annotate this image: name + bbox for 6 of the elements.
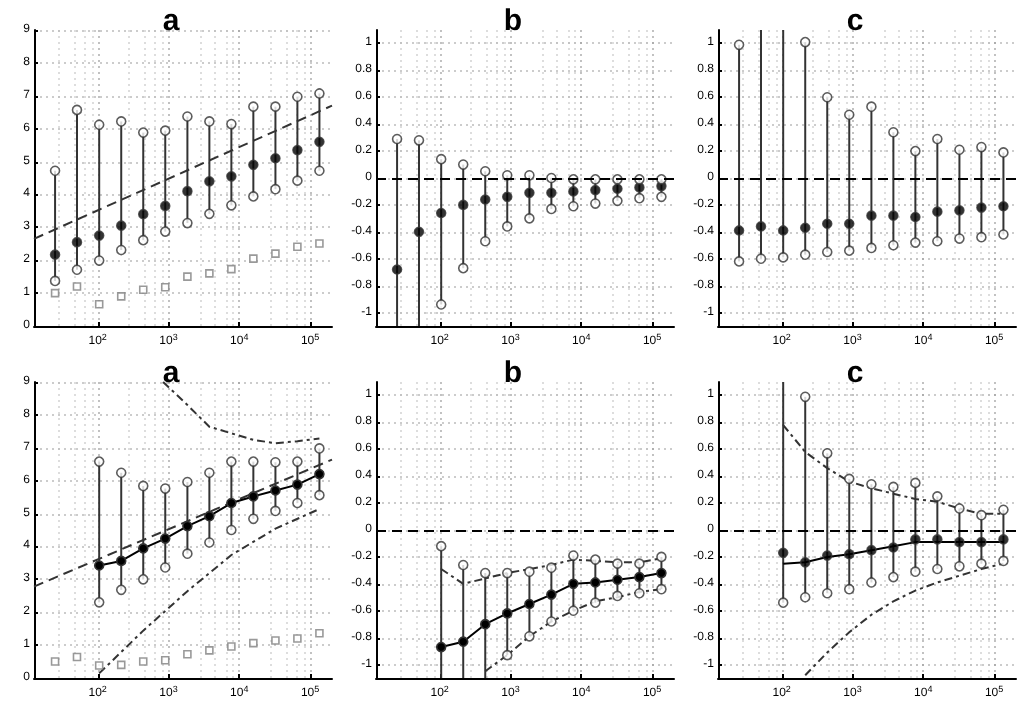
chart-title: b [503, 356, 523, 390]
chart-title: c [846, 4, 864, 38]
chart-title: c [846, 356, 864, 390]
chart-title: a [162, 356, 181, 390]
chart-title: a [162, 4, 181, 38]
chart-title: b [503, 4, 523, 38]
